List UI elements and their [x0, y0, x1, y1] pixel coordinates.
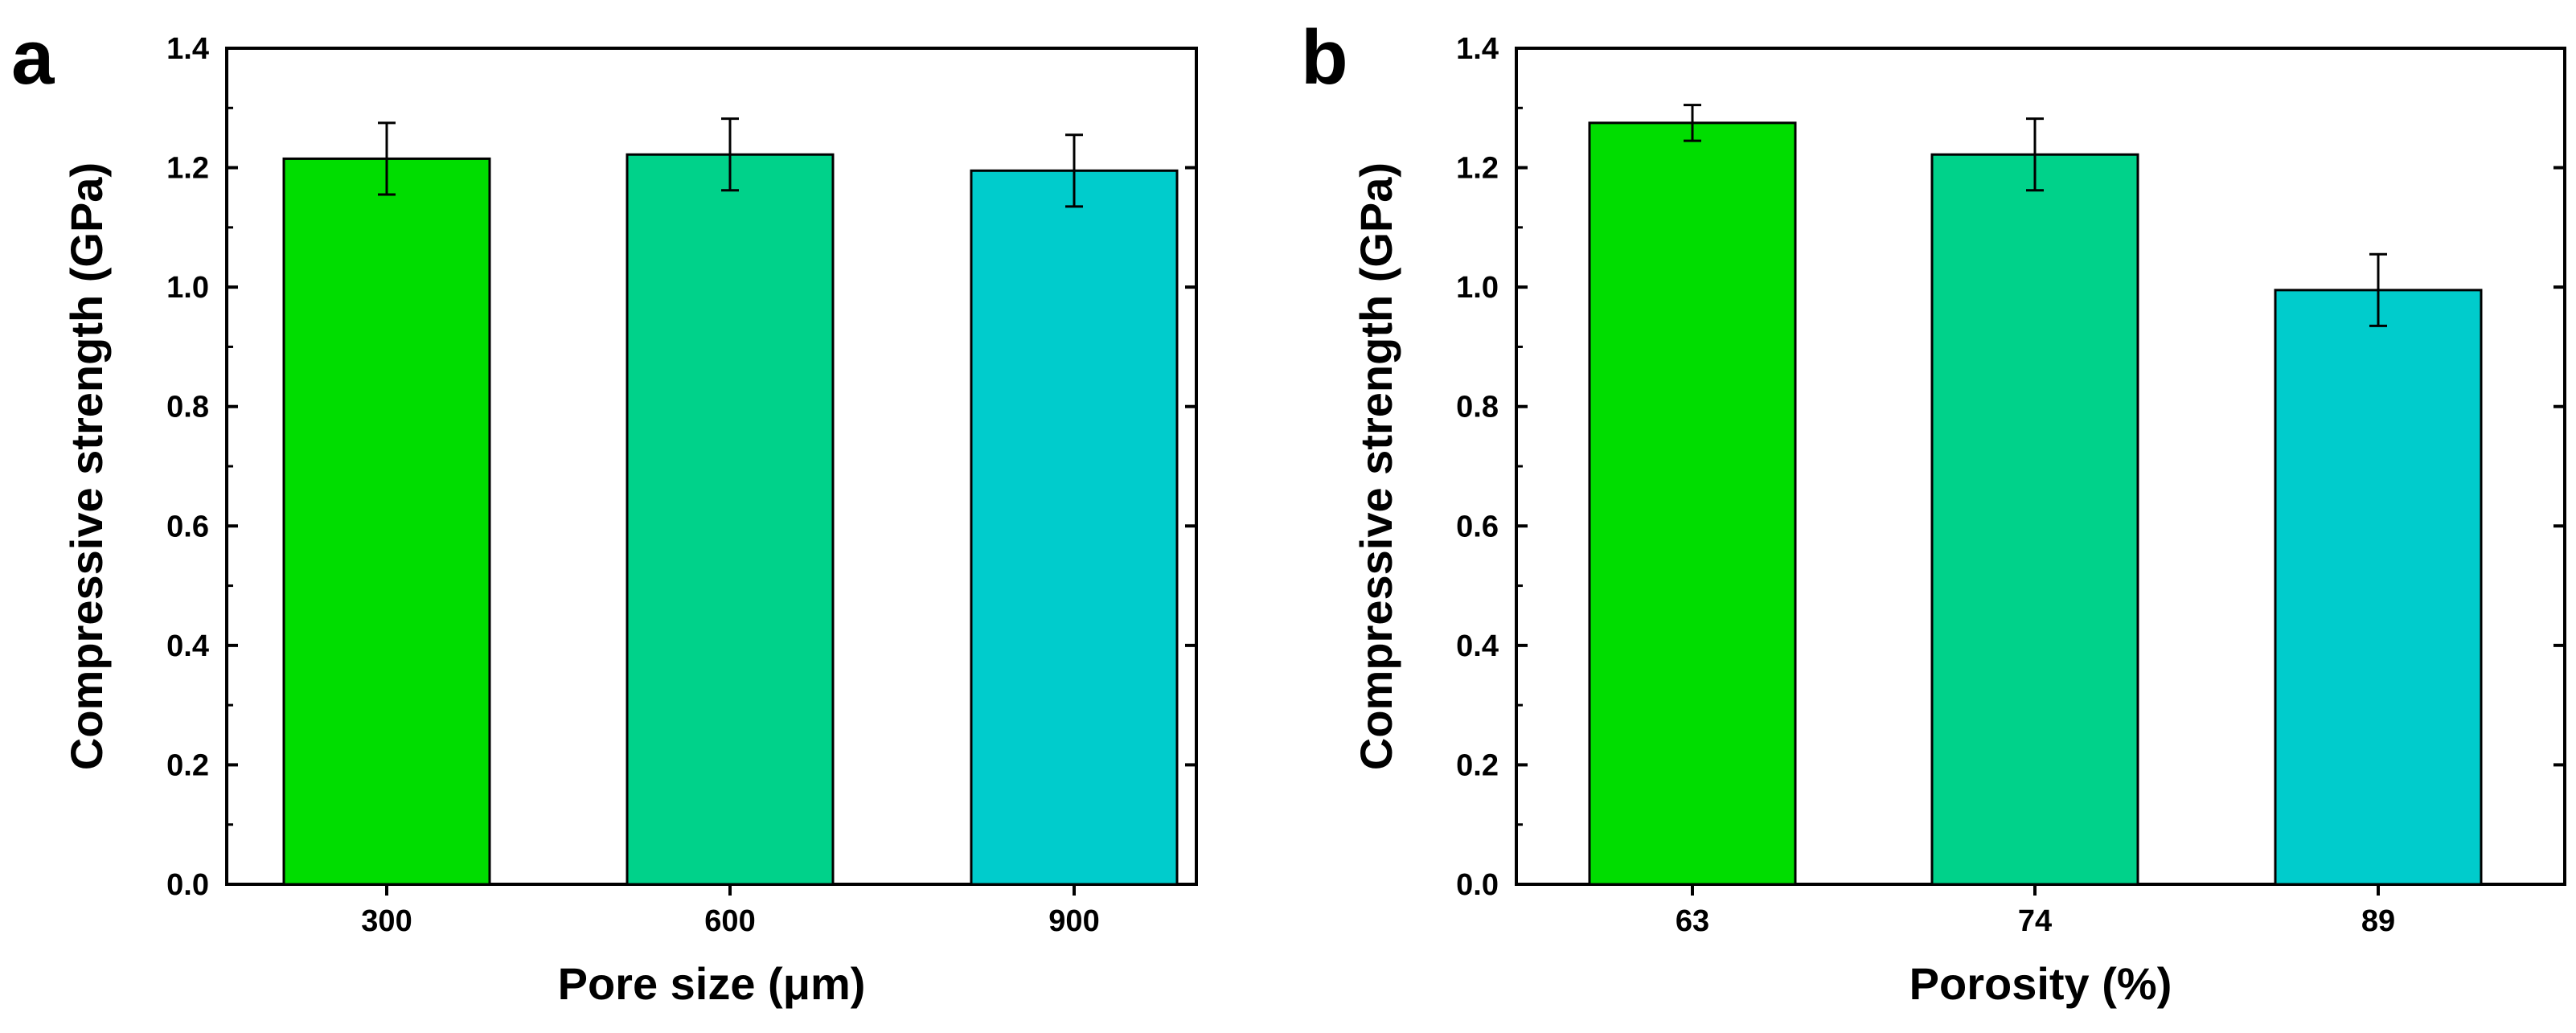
y-tick-label: 1.2 — [1456, 152, 1499, 186]
bar-300 — [282, 157, 491, 886]
bar-89 — [2274, 289, 2483, 886]
y-tick-label: 1.0 — [166, 271, 209, 305]
y-tick-label: 0.4 — [166, 629, 209, 663]
y-tick-label: 0.8 — [166, 391, 209, 424]
y-tick-label: 1.0 — [1456, 271, 1499, 305]
panel-b-plot-area: 0.0 0.2 0.4 0.6 0.8 1.0 1.2 1.4 63 74 89 — [1456, 32, 2566, 938]
y-tick-label: 0.8 — [1456, 391, 1499, 424]
y-tick-label: 0.6 — [1456, 510, 1499, 543]
x-tick-label-89: 89 — [2361, 904, 2395, 938]
bar-900 — [970, 169, 1179, 886]
y-tick-label: 0.6 — [166, 510, 209, 543]
panel-a-x-axis-title: Pore size (μm) — [558, 958, 866, 1009]
bar-74 — [1930, 153, 2139, 886]
y-tick-label: 0.0 — [166, 868, 209, 902]
y-tick-label: 1.2 — [166, 152, 209, 186]
y-tick-label: 0.2 — [1456, 748, 1499, 782]
panel-a: a 0.0 0.2 0.4 0.6 0.8 1.0 1.2 1.4 300 600 900 Comp… — [11, 14, 1198, 1009]
y-tick-label: 1.4 — [166, 32, 209, 66]
bar-600 — [626, 153, 835, 886]
panel-b-x-axis-title: Porosity (%) — [1909, 958, 2172, 1009]
panel-b: b 0.0 0.2 0.4 0.6 0.8 1.0 1.2 1.4 63 74 89 Compres… — [1301, 14, 2566, 1009]
panel-a-plot-area: 0.0 0.2 0.4 0.6 0.8 1.0 1.2 1.4 300 600 900 — [166, 32, 1198, 938]
y-tick-label: 0.4 — [1456, 629, 1499, 663]
panel-b-label: b — [1301, 14, 1348, 100]
x-tick-label-63: 63 — [1676, 904, 1709, 938]
y-tick-label: 0.2 — [166, 748, 209, 782]
x-tick-label-900: 900 — [1048, 904, 1099, 938]
x-tick-label-600: 600 — [704, 904, 755, 938]
x-tick-label-74: 74 — [2018, 904, 2052, 938]
y-tick-label: 1.4 — [1456, 32, 1499, 66]
y-tick-label: 0.0 — [1456, 868, 1499, 902]
panel-a-label: a — [11, 14, 55, 100]
panel-b-y-axis-title: Compressive strength (GPa) — [1351, 162, 1401, 770]
panel-a-y-axis-title: Compressive strength (GPa) — [61, 162, 112, 770]
bar-63 — [1588, 121, 1797, 886]
x-tick-label-300: 300 — [361, 904, 412, 938]
